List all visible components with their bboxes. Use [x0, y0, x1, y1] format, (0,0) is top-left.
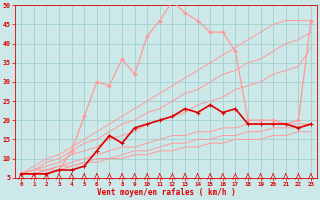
X-axis label: Vent moyen/en rafales ( km/h ): Vent moyen/en rafales ( km/h ): [97, 188, 236, 197]
